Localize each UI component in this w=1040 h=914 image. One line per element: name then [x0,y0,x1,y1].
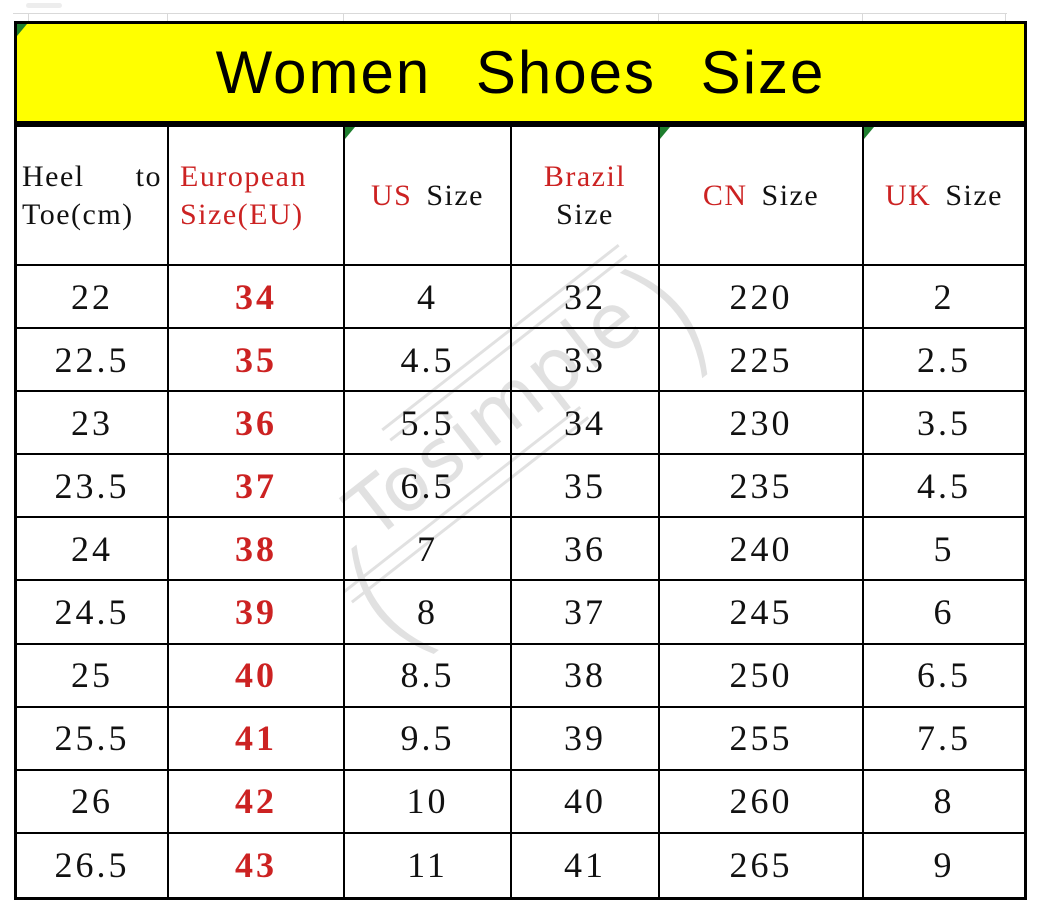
table-cell: 35 [512,455,660,519]
table-cell: 260 [660,770,864,834]
table-cell: 22 [17,266,169,330]
table-cell: 40 [512,770,660,834]
grid-tick [658,14,659,23]
table-cell: 33 [512,329,660,393]
table-cell: 6 [864,581,1024,645]
table-cell: 235 [660,455,864,519]
column-header-heel-to-toe: Heel to Toe(cm) [17,127,169,266]
header-word: Toe(cm) [22,197,134,231]
table-cell: 42 [169,770,345,834]
table-cell: 11 [345,833,512,897]
grid-tick [167,14,168,23]
grid-tick [1005,14,1006,23]
table-cell: 41 [512,833,660,897]
table-cell: 39 [169,581,345,645]
note-marker-icon [660,127,670,139]
table-cell: 37 [169,455,345,519]
title-banner: Women Shoes Size [14,21,1027,124]
table-cell: 220 [660,266,864,330]
column-header-cn-size: CN Size [660,127,864,266]
header-word: Size [556,197,614,231]
table-cell: 6.5 [864,645,1024,708]
table-cell: 36 [169,392,345,456]
table-cell: 9.5 [345,707,512,771]
header-word: Size [945,178,1003,212]
header-word: European [180,159,307,193]
column-header-us-size: US Size [345,127,512,266]
table-cell: 5.5 [345,392,512,456]
size-table: Heel to Toe(cm) European Size(EU) US Siz… [14,124,1027,900]
table-cell: 23 [17,392,169,456]
table-cell: 8 [864,771,1024,834]
table-cell: 4.5 [864,455,1024,519]
note-marker-icon [345,127,355,139]
note-marker-icon [864,127,874,139]
table-cell: 41 [169,707,345,771]
table-cell: 23.5 [17,455,169,519]
table-cell: 38 [169,518,345,582]
table-cell: 38 [512,644,660,708]
header-word: US [370,178,413,212]
table-cell: 6.5 [345,455,512,519]
header-word: UK [885,178,932,212]
table-cell: 255 [660,707,864,771]
grid-tick [862,14,863,23]
table-cell: 37 [512,581,660,645]
table-cell: 10 [345,770,512,834]
table-cell: 26 [17,770,169,834]
table-cell: 3.5 [864,392,1024,456]
table-cell: 5 [864,518,1024,582]
table-cell: 265 [660,833,864,897]
table-cell: 230 [660,392,864,456]
header-word: Heel [22,159,85,193]
table-cell: 25.5 [17,707,169,771]
table-cell: 8.5 [345,644,512,708]
table-cell: 2 [864,266,1024,330]
table-cell: 32 [512,266,660,330]
column-header-uk-size: UK Size [864,127,1024,266]
table-cell: 36 [512,518,660,582]
table-cell: 240 [660,518,864,582]
table-cell: 7 [345,518,512,582]
table-cell: 39 [512,707,660,771]
table-cell: 34 [169,266,345,330]
table-cell: 4 [345,266,512,330]
table-cell: 43 [169,833,345,897]
header-word: Brazil [543,159,627,193]
scroll-artifact [26,3,62,8]
table-cell: 24.5 [17,581,169,645]
note-marker-icon [17,24,27,36]
header-word: Size(EU) [180,197,304,231]
table-cell: 2.5 [864,329,1024,393]
page-title: Women Shoes Size [215,39,826,106]
table-cell: 7.5 [864,708,1024,771]
table-cell: 8 [345,581,512,645]
column-header-eu-size: European Size(EU) [169,127,345,266]
table-cell: 24 [17,518,169,582]
table-cell: 25 [17,644,169,708]
table-cell: 250 [660,644,864,708]
table-cell: 9 [933,845,955,886]
table-cell: 40 [169,644,345,708]
cropped-grid-row [13,13,1007,23]
table-cell: 225 [660,329,864,393]
grid-tick [343,14,344,23]
table-cell: 26.5 [17,833,169,897]
column-header-brazil-size: Brazil Size [512,127,660,266]
header-word: Size [761,178,820,212]
header-word: Size [426,178,484,212]
grid-tick [28,14,29,23]
table-cell: 245 [660,581,864,645]
table-cell: 4.5 [345,329,512,393]
table-cell: 35 [169,329,345,393]
table-cell: 34 [512,392,660,456]
header-word: CN [702,178,748,212]
header-word: to [135,159,162,193]
grid-tick [510,14,511,23]
table-cell: 22.5 [17,329,169,393]
